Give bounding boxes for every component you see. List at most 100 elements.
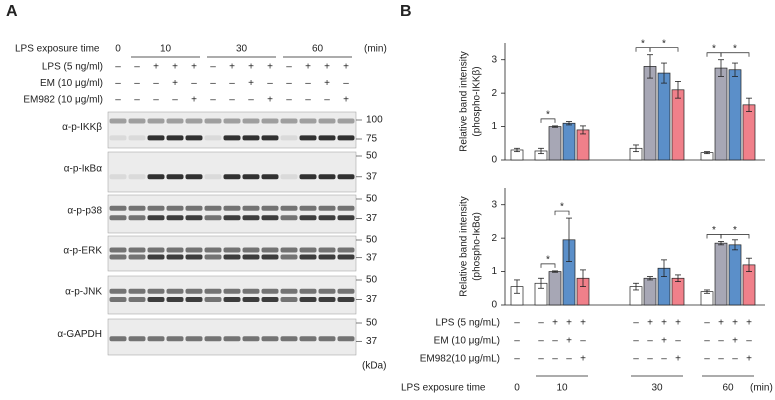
band	[204, 247, 222, 253]
band	[223, 297, 241, 303]
band	[128, 174, 146, 180]
sign: +	[675, 354, 681, 365]
band	[242, 254, 260, 260]
sign: –	[210, 78, 216, 89]
sig-label: *	[546, 255, 550, 266]
band	[166, 247, 184, 253]
band	[128, 336, 146, 342]
band	[147, 135, 165, 141]
sig-label: *	[641, 38, 645, 49]
sign: –	[538, 336, 544, 347]
exposure-label: LPS exposure time	[15, 44, 100, 55]
sign: –	[538, 354, 544, 365]
band	[109, 118, 127, 124]
treatment-label: EM982 (10 μg/ml)	[23, 95, 103, 106]
sig-label: *	[733, 43, 737, 54]
bar	[714, 242, 728, 306]
band	[318, 297, 336, 303]
sign: –	[115, 78, 121, 89]
sign: +	[248, 78, 254, 89]
band	[185, 288, 203, 294]
band	[166, 135, 184, 141]
sign: –	[647, 336, 653, 347]
y-tick-label: 1	[491, 266, 497, 277]
band	[299, 174, 317, 180]
band	[318, 215, 336, 221]
sign: –	[153, 95, 159, 106]
y-tick-label: 0	[491, 300, 497, 311]
y-tick-label: 2	[491, 88, 497, 99]
band	[280, 288, 298, 294]
sign: +	[343, 62, 349, 73]
band	[337, 135, 355, 141]
band	[318, 254, 336, 260]
band	[318, 336, 336, 342]
band	[166, 205, 184, 211]
band	[261, 205, 279, 211]
band	[318, 118, 336, 124]
sign: –	[675, 336, 681, 347]
bar	[576, 129, 590, 161]
band	[299, 336, 317, 342]
time-label: 30	[236, 44, 248, 55]
blot	[107, 235, 357, 272]
band	[185, 297, 203, 303]
kda: (kDa)	[362, 361, 386, 372]
band	[223, 254, 241, 260]
sign: +	[172, 62, 178, 73]
antibody-label: α-p-IκBα	[64, 163, 102, 174]
band	[242, 297, 260, 303]
band	[109, 135, 127, 141]
marker-label: 37	[366, 213, 378, 224]
sign: –	[746, 336, 752, 347]
sign: +	[172, 78, 178, 89]
band	[185, 247, 203, 253]
band	[223, 135, 241, 141]
sign: –	[718, 354, 724, 365]
band	[261, 135, 279, 141]
marker-label: 50	[366, 275, 378, 286]
band	[166, 288, 184, 294]
sign: –	[134, 95, 140, 106]
bar	[548, 126, 562, 161]
time-label: 10	[556, 383, 568, 394]
band	[299, 247, 317, 253]
band	[337, 174, 355, 180]
treatment-label: EM (10 μg/ml)	[40, 78, 103, 89]
sign: +	[580, 318, 586, 329]
sign: –	[580, 336, 586, 347]
band	[299, 135, 317, 141]
bar	[714, 67, 728, 161]
sign: –	[704, 336, 710, 347]
band	[147, 336, 165, 342]
band	[280, 247, 298, 253]
band	[147, 247, 165, 253]
band	[185, 118, 203, 124]
y-tick-label: 0	[491, 155, 497, 166]
band	[166, 336, 184, 342]
sign: –	[286, 78, 292, 89]
sign: +	[732, 336, 738, 347]
band	[299, 288, 317, 294]
band	[147, 205, 165, 211]
sign: +	[267, 95, 273, 106]
band	[242, 174, 260, 180]
band	[166, 118, 184, 124]
y-axis-label: (phospho-IκBα)	[472, 212, 483, 281]
band	[128, 118, 146, 124]
blot	[107, 275, 357, 315]
band	[147, 297, 165, 303]
sign: –	[514, 318, 520, 329]
sign: –	[210, 95, 216, 106]
band	[299, 297, 317, 303]
sign: +	[191, 95, 197, 106]
band	[128, 215, 146, 221]
band	[223, 288, 241, 294]
band	[185, 254, 203, 260]
band	[204, 135, 222, 141]
band	[337, 247, 355, 253]
sign: +	[566, 336, 572, 347]
marker-label: 37	[366, 336, 378, 347]
sign: +	[153, 62, 159, 73]
